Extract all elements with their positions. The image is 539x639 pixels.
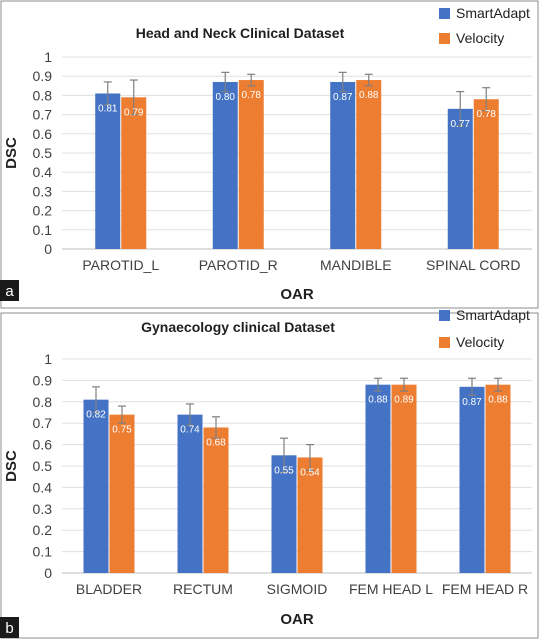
- category-label: BLADDER: [76, 581, 142, 597]
- legend-swatch: [439, 337, 450, 348]
- y-tick-label: 0.1: [33, 222, 53, 238]
- bar: [356, 80, 382, 249]
- category-label: SPINAL CORD: [426, 257, 520, 273]
- y-tick-label: 0.8: [33, 87, 53, 103]
- bar: [459, 386, 485, 573]
- bar: [177, 414, 203, 573]
- data-label: 0.55: [274, 465, 294, 476]
- panel-b: 0 0.1 0.2 0.3 0.4 0.5 0.6 0.7 0.8 0.9 1 0.82 0.75 BLA…: [0, 307, 539, 639]
- bar: [365, 384, 391, 573]
- y-tick-label: 0.4: [33, 479, 53, 495]
- legend-label: SmartAdapt: [456, 5, 530, 21]
- category-label: PAROTID_R: [199, 257, 278, 273]
- panel-badge: [0, 280, 19, 301]
- data-label: 0.82: [86, 410, 106, 421]
- bar: [238, 80, 264, 249]
- data-label: 0.81: [98, 103, 118, 114]
- y-tick-label: 0.3: [33, 183, 53, 199]
- bar: [447, 108, 473, 249]
- category-label: SIGMOID: [267, 581, 328, 597]
- y-tick-label: 0.9: [33, 68, 53, 84]
- bar: [271, 455, 297, 573]
- data-label: 0.74: [180, 425, 200, 436]
- category-label: FEM HEAD R: [442, 581, 528, 597]
- bar: [83, 399, 109, 573]
- data-label: 0.87: [333, 92, 353, 103]
- data-label: 0.87: [462, 397, 482, 408]
- y-tick-label: 0: [44, 241, 52, 257]
- data-label: 0.80: [216, 92, 236, 103]
- legend-swatch: [439, 33, 450, 44]
- y-tick-label: 0.1: [33, 544, 53, 560]
- legend-label: SmartAdapt: [456, 307, 530, 323]
- bar: [485, 384, 511, 573]
- bar: [212, 81, 238, 250]
- panel-border: [0, 312, 539, 639]
- chart-title: Gynaecology clinical Dataset: [141, 319, 335, 335]
- legend-swatch: [439, 8, 450, 19]
- panel-badge-label: b: [5, 620, 13, 637]
- bar: [121, 97, 147, 249]
- data-label: 0.78: [242, 90, 262, 101]
- y-tick-label: 0.9: [33, 372, 53, 388]
- bar: [109, 414, 135, 573]
- data-label: 0.79: [124, 107, 144, 118]
- y-tick-label: 0: [44, 565, 52, 581]
- y-tick-label: 0.2: [33, 203, 53, 219]
- y-tick-label: 0.7: [33, 415, 53, 431]
- y-tick-label: 0.5: [33, 145, 53, 161]
- panel-badge: [0, 617, 19, 638]
- data-label: 0.88: [368, 395, 388, 406]
- category-label: PAROTID_L: [82, 257, 159, 273]
- bar: [391, 384, 417, 573]
- y-tick-label: 0.3: [33, 501, 53, 517]
- panel-a: 0 0.1 0.2 0.3 0.4 0.5 0.6 0.7 0.8 0.9 1 0.81 0.79 PAR…: [0, 0, 539, 309]
- bar: [473, 99, 499, 250]
- category-label: MANDIBLE: [320, 257, 392, 273]
- x-axis-label: OAR: [280, 611, 314, 628]
- category-label: FEM HEAD L: [349, 581, 433, 597]
- bar: [297, 457, 323, 573]
- data-label: 0.88: [359, 90, 379, 101]
- x-axis-label: OAR: [280, 286, 314, 303]
- bar: [203, 427, 229, 573]
- data-label: 0.54: [300, 467, 320, 478]
- y-tick-label: 1: [44, 351, 52, 367]
- bar: [330, 81, 356, 250]
- y-tick-label: 0.6: [33, 437, 53, 453]
- y-tick-label: 1: [44, 49, 52, 65]
- data-label: 0.89: [394, 395, 414, 406]
- data-label: 0.88: [488, 395, 508, 406]
- data-label: 0.78: [477, 109, 497, 120]
- y-tick-label: 0.5: [33, 458, 53, 474]
- category-label: RECTUM: [173, 581, 233, 597]
- data-label: 0.75: [112, 425, 132, 436]
- bar: [95, 93, 121, 249]
- data-label: 0.77: [451, 119, 471, 130]
- y-tick-label: 0.8: [33, 394, 53, 410]
- y-axis-label: DSC: [3, 137, 20, 169]
- y-tick-label: 0.2: [33, 522, 53, 538]
- y-tick-label: 0.7: [33, 107, 53, 123]
- legend-swatch: [439, 310, 450, 321]
- y-axis-label: DSC: [3, 450, 20, 482]
- legend-label: Velocity: [456, 30, 504, 46]
- y-tick-label: 0.4: [33, 164, 53, 180]
- data-label: 0.68: [206, 437, 226, 448]
- panel-badge-label: a: [5, 283, 14, 300]
- chart-title: Head and Neck Clinical Dataset: [136, 25, 345, 41]
- legend-label: Velocity: [456, 334, 504, 350]
- y-tick-label: 0.6: [33, 126, 53, 142]
